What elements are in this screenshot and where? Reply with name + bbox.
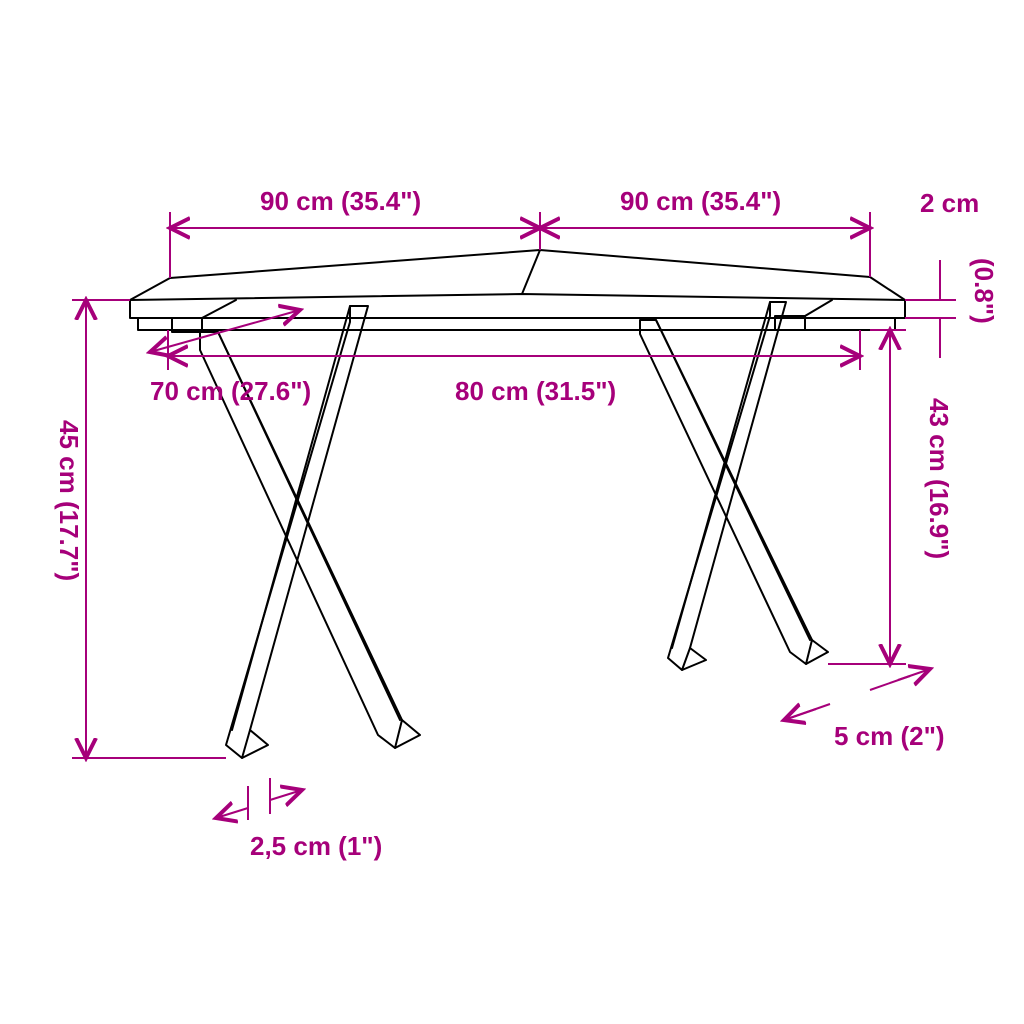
dim-depth: 70 cm (27.6") bbox=[150, 376, 311, 406]
dim-foot: 5 cm (2") bbox=[834, 721, 945, 751]
dimension-lines bbox=[72, 212, 956, 820]
dim-top-right: 90 cm (35.4") bbox=[620, 186, 781, 216]
dim-thickness-in: (0.8") bbox=[969, 258, 999, 324]
table-drawing bbox=[130, 250, 905, 758]
dim-height: 45 cm (17.7") bbox=[54, 420, 84, 581]
dim-width: 80 cm (31.5") bbox=[455, 376, 616, 406]
dim-clearance: 43 cm (16.9") bbox=[924, 398, 954, 559]
dimension-labels: 90 cm (35.4") 90 cm (35.4") 45 cm (17.7"… bbox=[54, 186, 999, 861]
dim-top-left: 90 cm (35.4") bbox=[260, 186, 421, 216]
dim-leg: 2,5 cm (1") bbox=[250, 831, 382, 861]
dim-thickness-cm: 2 cm bbox=[920, 188, 979, 218]
